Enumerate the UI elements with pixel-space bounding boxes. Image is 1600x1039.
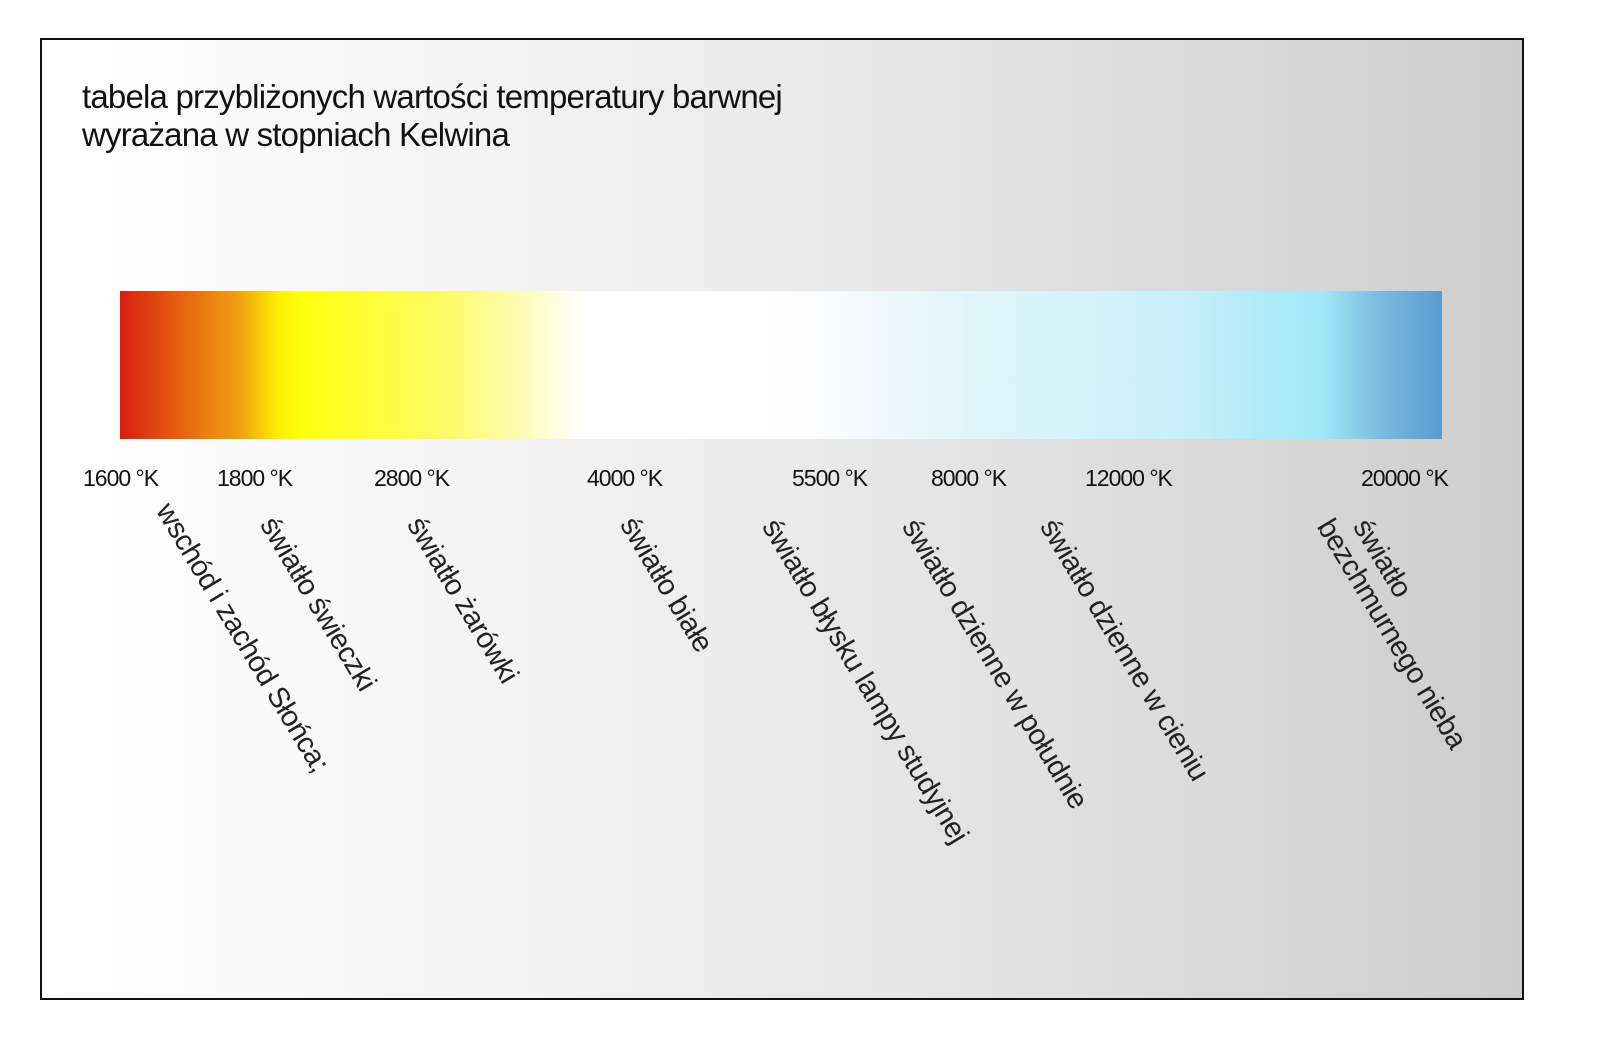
tick-4000: 4000 °K [587, 465, 663, 491]
title-line-1: tabela przybliżonych wartości temperatur… [82, 78, 783, 115]
diagram-frame [40, 38, 1524, 1000]
tick-1800: 1800 °K [217, 465, 293, 491]
tick-8000: 8000 °K [931, 465, 1007, 491]
tick-12000: 12000 °K [1085, 465, 1173, 491]
tick-1600: 1600 °K [83, 465, 159, 491]
tick-5500: 5500 °K [792, 465, 868, 491]
tick-2800: 2800 °K [374, 465, 450, 491]
title-line-2: wyrażana w stopniach Kelwina [82, 116, 510, 153]
color-temperature-gradient-bar [120, 291, 1442, 439]
tick-20000: 20000 °K [1361, 465, 1449, 491]
